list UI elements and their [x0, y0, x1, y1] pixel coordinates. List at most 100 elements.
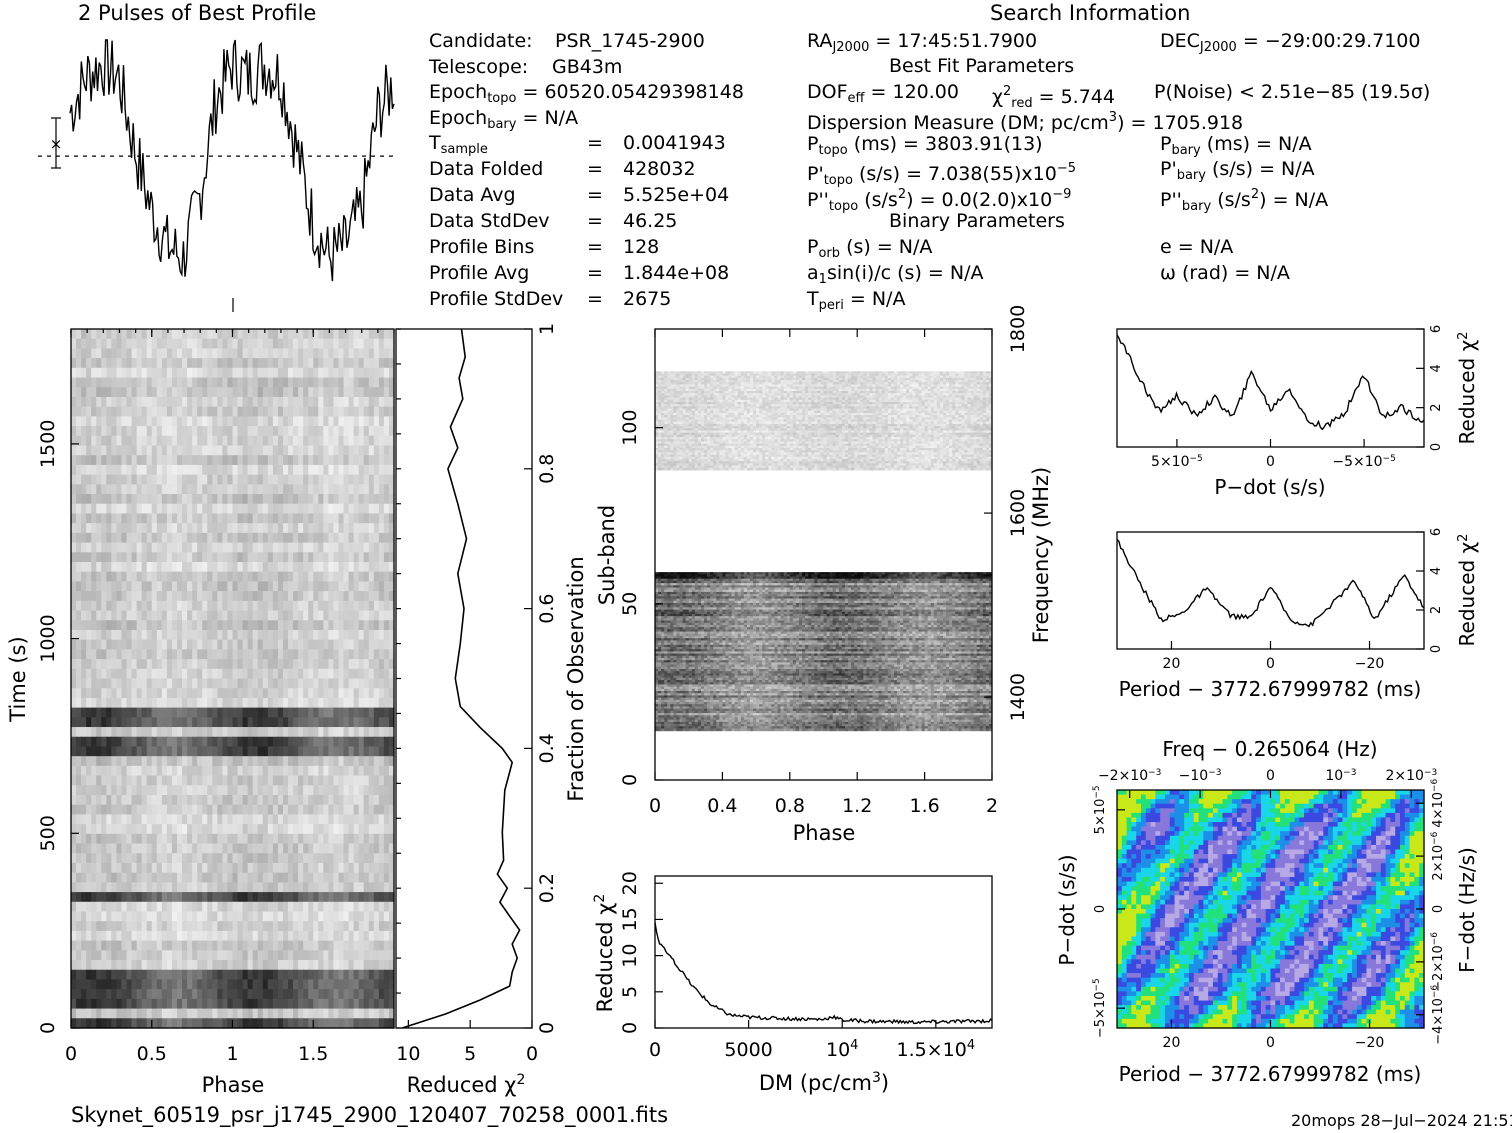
time-phase-cell	[272, 688, 279, 699]
time-phase-cell	[288, 581, 294, 592]
time-phase-cell	[151, 707, 158, 718]
time-phase-cell	[166, 775, 173, 786]
time-phase-cell	[288, 853, 294, 864]
time-phase-cell	[106, 814, 112, 825]
time-phase-cell	[303, 960, 309, 971]
time-phase-cell	[338, 532, 345, 544]
eq-5: =	[587, 236, 603, 258]
time-phase-cell	[81, 940, 87, 951]
time-phase-cell	[187, 639, 193, 650]
subband-cell	[866, 574, 870, 578]
time-phase-cell	[338, 513, 345, 524]
time-phase-cell	[212, 843, 218, 854]
time-phase-cell	[353, 513, 360, 524]
pdtopo-value: (s/s) = 7.038(55)x10	[859, 163, 1057, 185]
time-phase-cell	[141, 872, 148, 883]
time-phase-cell	[106, 464, 112, 476]
time-phase-cell	[333, 756, 340, 767]
time-phase-cell	[217, 853, 224, 864]
time-phase-cell	[383, 727, 390, 738]
profile-title: 2 Pulses of Best Profile	[78, 2, 316, 24]
time-phase-cell	[252, 416, 259, 427]
time-phase-cell	[71, 960, 77, 971]
time-phase-cell	[272, 562, 279, 573]
time-phase-cell	[166, 552, 173, 563]
time-phase-cell	[182, 969, 188, 981]
time-phase-cell	[171, 727, 178, 738]
time-phase-cell	[81, 707, 87, 718]
time-phase-cell	[368, 532, 375, 544]
time-phase-cell	[156, 1018, 163, 1029]
time-phase-cell	[156, 494, 163, 505]
time-phase-cell	[91, 756, 97, 767]
time-phase-cell	[313, 688, 319, 699]
time-phase-cell	[343, 610, 350, 621]
time-phase-cell	[272, 853, 279, 864]
time-phase-cell	[348, 367, 355, 379]
time-phase-cell	[363, 329, 370, 340]
time-phase-cell	[71, 969, 77, 981]
time-phase-cell	[288, 484, 294, 495]
time-phase-cell	[136, 969, 143, 981]
time-phase-cell	[131, 503, 138, 515]
time-phase-cell	[363, 843, 370, 854]
time-phase-cell	[308, 940, 314, 951]
time-phase-cell	[293, 464, 299, 476]
time-phase-cell	[212, 445, 218, 456]
time-phase-cell	[182, 571, 188, 583]
time-phase-cell	[131, 464, 138, 476]
time-phase-cell	[176, 785, 183, 796]
time-phase-cell	[141, 659, 148, 670]
time-phase-cell	[358, 659, 365, 670]
time-phase-cell	[358, 717, 365, 728]
time-phase-cell	[161, 872, 168, 883]
time-phase-cell	[303, 707, 309, 718]
time-phase-cell	[131, 348, 138, 359]
time-phase-cell	[182, 532, 188, 544]
time-phase-cell	[232, 358, 239, 369]
time-phase-cell	[202, 629, 208, 641]
time-phase-cell	[101, 930, 107, 942]
time-phase-cell	[101, 591, 107, 602]
time-phase-cell	[71, 843, 77, 854]
time-phase-cell	[388, 367, 395, 379]
time-phase-cell	[373, 921, 380, 932]
time-phase-cell	[96, 785, 102, 796]
time-phase-cell	[298, 678, 304, 689]
time-phase-cell	[161, 387, 168, 398]
time-phase-cell	[86, 542, 92, 553]
time-phase-cell	[323, 833, 329, 845]
time-phase-cell	[272, 338, 279, 350]
time-phase-cell	[338, 901, 345, 913]
time-phase-cell	[121, 455, 128, 466]
time-phase-cell	[176, 1008, 183, 1019]
time-phase-cell	[242, 513, 249, 524]
time-phase-cell	[282, 610, 289, 621]
time-phase-cell	[373, 688, 380, 699]
time-phase-cell	[197, 503, 203, 515]
time-phase-cell	[96, 872, 102, 883]
time-phase-cell	[378, 562, 385, 573]
time-phase-cell	[166, 862, 173, 874]
time-phase-cell	[313, 494, 319, 505]
time-phase-cell	[313, 581, 319, 592]
time-phase-cell	[378, 532, 385, 544]
time-phase-cell	[156, 445, 163, 456]
time-phase-cell	[323, 629, 329, 641]
time-phase-cell	[212, 901, 218, 913]
time-phase-cell	[318, 998, 324, 1010]
time-phase-cell	[328, 367, 335, 379]
time-phase-cell	[136, 824, 143, 835]
time-phase-cell	[247, 862, 254, 874]
time-phase-cell	[192, 396, 198, 408]
time-phase-cell	[388, 406, 395, 417]
time-phase-cell	[383, 1018, 390, 1029]
time-phase-cell	[298, 998, 304, 1010]
time-phase-cell	[252, 348, 259, 359]
time-phase-cell	[131, 338, 138, 350]
time-phase-cell	[86, 1008, 92, 1019]
time-phase-cell	[247, 736, 254, 748]
time-phase-cell	[166, 765, 173, 777]
time-phase-cell	[257, 824, 264, 835]
time-phase-cell	[217, 736, 224, 748]
